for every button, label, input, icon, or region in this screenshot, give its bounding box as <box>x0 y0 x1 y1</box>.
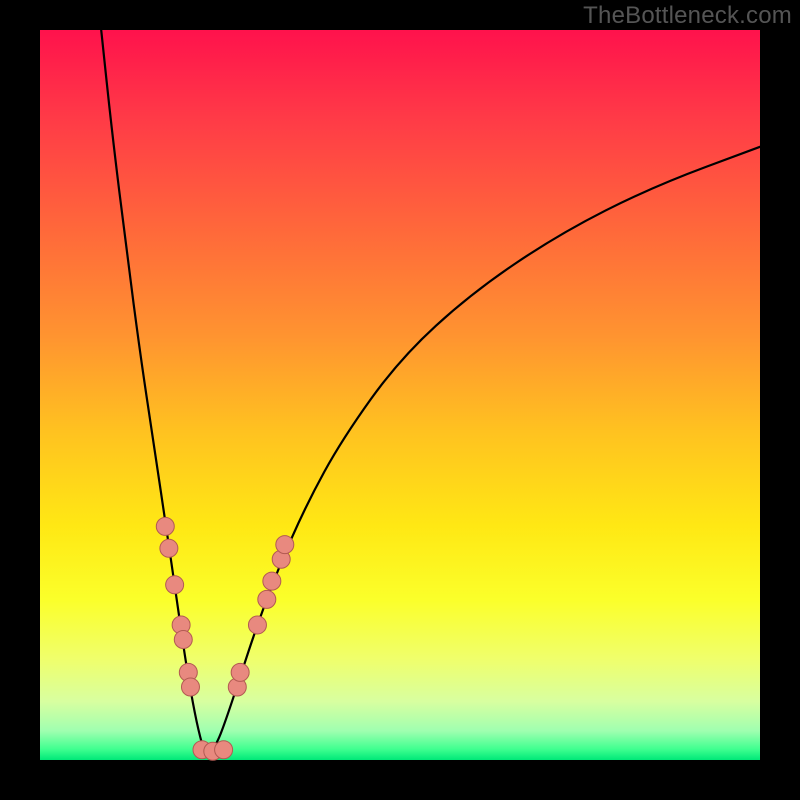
data-marker <box>166 576 184 594</box>
data-marker <box>231 663 249 681</box>
data-marker <box>215 741 233 759</box>
data-marker <box>181 678 199 696</box>
data-marker <box>258 590 276 608</box>
data-marker <box>174 631 192 649</box>
data-marker <box>276 536 294 554</box>
chart-container: TheBottleneck.com <box>0 0 800 800</box>
data-marker <box>263 572 281 590</box>
plot-background <box>40 30 760 760</box>
bottleneck-chart <box>0 0 800 800</box>
data-marker <box>160 539 178 557</box>
watermark-text: TheBottleneck.com <box>583 2 792 30</box>
data-marker <box>248 616 266 634</box>
data-marker <box>156 517 174 535</box>
